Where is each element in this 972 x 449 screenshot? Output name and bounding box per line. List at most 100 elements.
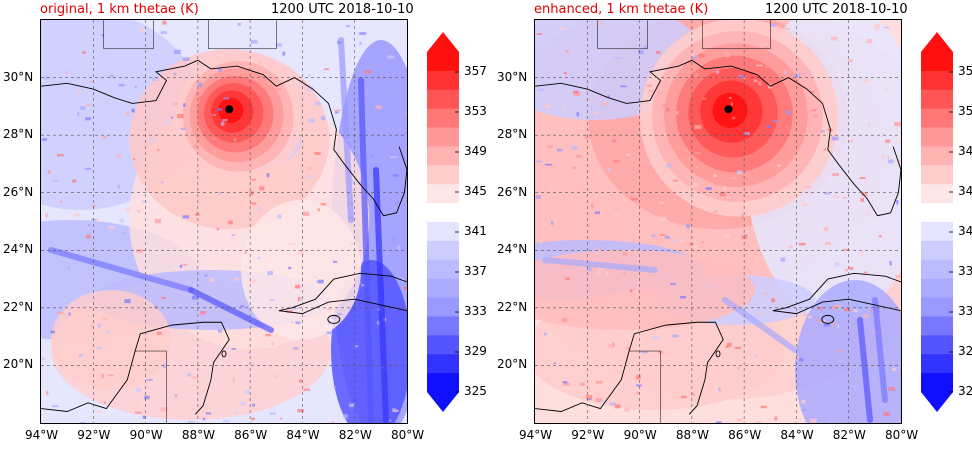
field-speckle <box>788 245 793 249</box>
cold-streak <box>872 297 888 403</box>
field-speckle <box>232 378 236 383</box>
field-speckle <box>99 33 102 37</box>
coastlines <box>535 59 901 415</box>
field-speckle <box>334 109 342 112</box>
field-speckle <box>303 388 311 391</box>
field-speckle <box>705 187 712 190</box>
lon-tick-label: 88°W <box>675 428 709 442</box>
lon-tick-label: 92°W <box>77 428 111 442</box>
field-speckle <box>276 87 281 91</box>
colorbar-segment <box>427 184 459 204</box>
colorbar-segment <box>921 184 953 204</box>
field-speckle <box>614 404 621 409</box>
field-speckle <box>101 34 105 37</box>
colorbar-segment <box>427 108 459 129</box>
field-speckle <box>563 382 570 386</box>
colorbar-tick-label: 325 <box>464 384 487 398</box>
field-speckle <box>204 274 208 277</box>
field-speckle <box>188 407 195 411</box>
field-speckle <box>403 286 407 290</box>
field-speckle <box>887 156 890 159</box>
field-speckle <box>553 362 557 365</box>
field-speckle <box>765 46 769 50</box>
field-speckle <box>739 74 744 79</box>
field-speckle <box>636 405 641 410</box>
field-speckle <box>812 114 818 118</box>
lat-tick-label: 20°N <box>497 357 528 372</box>
field-speckle <box>796 355 799 360</box>
cold-streak <box>722 297 798 353</box>
field-speckle <box>47 170 51 174</box>
field-speckle <box>767 84 772 89</box>
field-speckle <box>171 102 179 106</box>
field-speckle <box>50 330 55 334</box>
field-speckle <box>660 216 667 221</box>
field-speckle <box>590 203 594 208</box>
field-speckle <box>150 140 157 143</box>
gridlines <box>41 20 407 423</box>
field-speckle <box>596 270 602 275</box>
field-speckle <box>832 323 836 326</box>
map-canvas-original <box>41 20 407 423</box>
field-speckle <box>892 367 897 372</box>
lon-tick-label: 92°W <box>571 428 605 442</box>
field-speckle <box>308 74 311 77</box>
field-speckle <box>860 197 865 202</box>
field-speckle <box>651 234 656 237</box>
field-speckle <box>297 250 305 256</box>
field-speckle <box>122 369 128 373</box>
field-speckle <box>682 34 689 38</box>
field-speckle <box>131 108 135 113</box>
field-speckle <box>108 225 115 229</box>
field-speckle <box>233 138 237 141</box>
field-speckle <box>139 27 146 32</box>
field-speckle <box>52 179 60 182</box>
field-speckle <box>142 415 146 419</box>
field-speckle <box>261 169 268 173</box>
field-speckle <box>741 214 744 219</box>
field-speckle <box>551 320 555 325</box>
field-speckle <box>306 174 312 179</box>
field-speckle <box>831 136 839 141</box>
field-speckle <box>716 421 722 423</box>
field-speckle <box>156 331 162 335</box>
field-speckle <box>535 160 543 163</box>
map-original[interactable] <box>40 19 408 424</box>
field-speckle <box>849 266 854 270</box>
field-speckle <box>146 379 153 382</box>
field-speckle <box>314 101 321 106</box>
field-speckle <box>823 323 831 327</box>
field-speckle <box>387 55 394 59</box>
field-speckle <box>87 224 91 227</box>
cold-streak <box>338 37 354 223</box>
field-speckle <box>809 91 815 93</box>
field-speckle <box>763 292 769 295</box>
field-speckle <box>342 414 348 419</box>
field-speckle <box>188 420 195 423</box>
isla-juventud <box>821 314 835 324</box>
field-speckle <box>271 342 275 346</box>
map-enhanced[interactable] <box>534 19 902 424</box>
field-speckle <box>832 172 839 176</box>
colorbar-extend-bottom <box>427 392 459 412</box>
field-speckle <box>612 139 617 143</box>
field-speckle <box>64 71 68 74</box>
field-speckle <box>279 417 283 420</box>
field-speckle <box>312 276 317 279</box>
lat-tick-label: 26°N <box>497 184 528 199</box>
field-speckle <box>392 174 399 177</box>
field-speckle <box>674 238 680 243</box>
field-speckle <box>286 84 289 88</box>
panel-original: original, 1 km thetae (K) 1200 UTC 2018-… <box>3 2 487 442</box>
field-speckle <box>96 347 102 349</box>
field-speckle <box>808 70 812 74</box>
field-speckle <box>737 418 743 422</box>
field-speckle <box>359 41 362 46</box>
field-speckle <box>900 373 901 376</box>
cold-streak <box>373 167 389 423</box>
colorbar-tick-label: 357 <box>958 64 972 78</box>
field-speckle <box>49 88 52 93</box>
field-speckle <box>727 342 732 347</box>
field-speckle <box>183 103 186 107</box>
field-speckle <box>250 39 258 44</box>
